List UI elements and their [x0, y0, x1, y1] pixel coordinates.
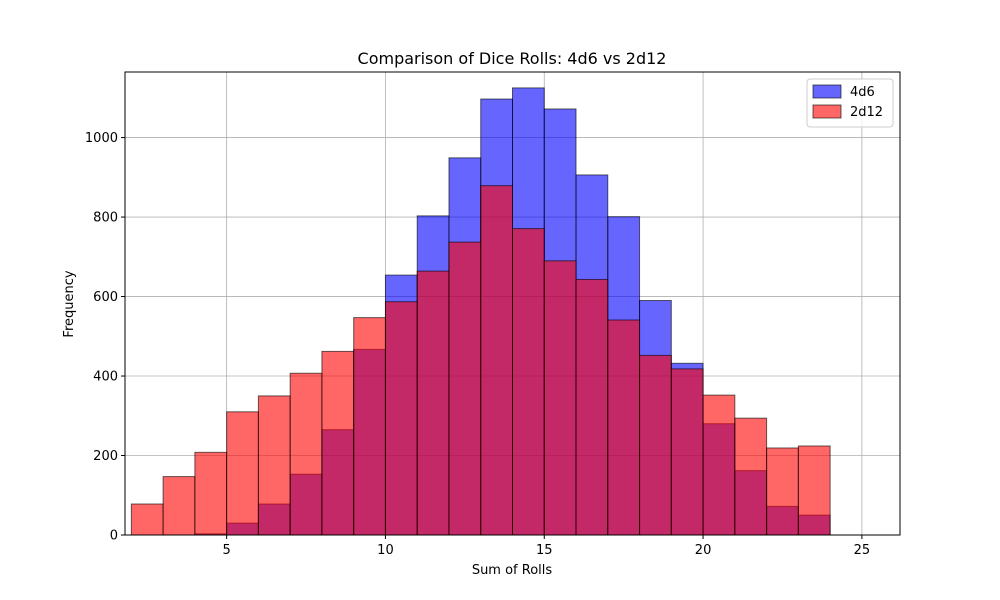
x-tick-label: 10	[377, 543, 394, 558]
bar-2d12-21	[734, 417, 768, 536]
legend-swatch-4d6	[812, 84, 842, 99]
bar-2d12-12	[448, 241, 482, 536]
bar-2d12-13	[480, 185, 513, 536]
bar-2d12-6	[257, 395, 291, 536]
x-tick-label: 25	[854, 543, 871, 558]
legend: 4d6 2d12	[806, 78, 894, 128]
x-tick-label: 5	[222, 543, 230, 558]
x-axis-label: Sum of Rolls	[472, 563, 553, 578]
bar-2d12-18	[639, 354, 672, 536]
y-tick-label: 600	[93, 290, 118, 305]
plot-frame	[124, 71, 901, 536]
bar-2d12-4	[194, 451, 228, 536]
bar-2d12-8	[321, 350, 355, 536]
bar-2d12-5	[226, 411, 259, 536]
y-tick-label: 1000	[85, 131, 118, 146]
x-tick-label: 20	[695, 543, 712, 558]
bar-2d12-7	[289, 372, 323, 536]
bar-2d12-22	[766, 447, 799, 536]
x-tick-label: 15	[536, 543, 553, 558]
y-axis: 0 200 400 600 800 1000	[85, 131, 125, 544]
bar-2d12-16	[575, 278, 609, 536]
y-tick-label: 800	[93, 211, 118, 226]
y-tick-label: 0	[110, 529, 118, 544]
bar-2d12-20	[702, 394, 736, 536]
y-tick-label: 200	[93, 449, 118, 464]
legend-label-2d12: 2d12	[850, 105, 883, 120]
legend-swatch-2d12	[812, 104, 842, 119]
legend-label-4d6: 4d6	[850, 85, 875, 100]
bar-2d12-14	[512, 228, 545, 536]
bar-2d12-10	[384, 301, 418, 536]
bar-2d12-19	[670, 368, 704, 536]
bars	[130, 87, 831, 536]
bar-2d12-23	[797, 445, 831, 536]
bar-2d12-15	[543, 260, 577, 536]
chart-title: Comparison of Dice Rolls: 4d6 vs 2d12	[358, 49, 667, 68]
y-axis-label: Frequency	[62, 270, 77, 337]
x-axis: 5 10 15 20 25	[222, 535, 870, 558]
y-tick-label: 400	[93, 370, 118, 385]
bar-2d12-17	[607, 319, 641, 536]
bar-2d12-11	[416, 270, 450, 536]
bar-2d12-2	[130, 503, 164, 536]
bar-2d12-9	[353, 317, 386, 536]
bar-2d12-3	[162, 476, 196, 536]
